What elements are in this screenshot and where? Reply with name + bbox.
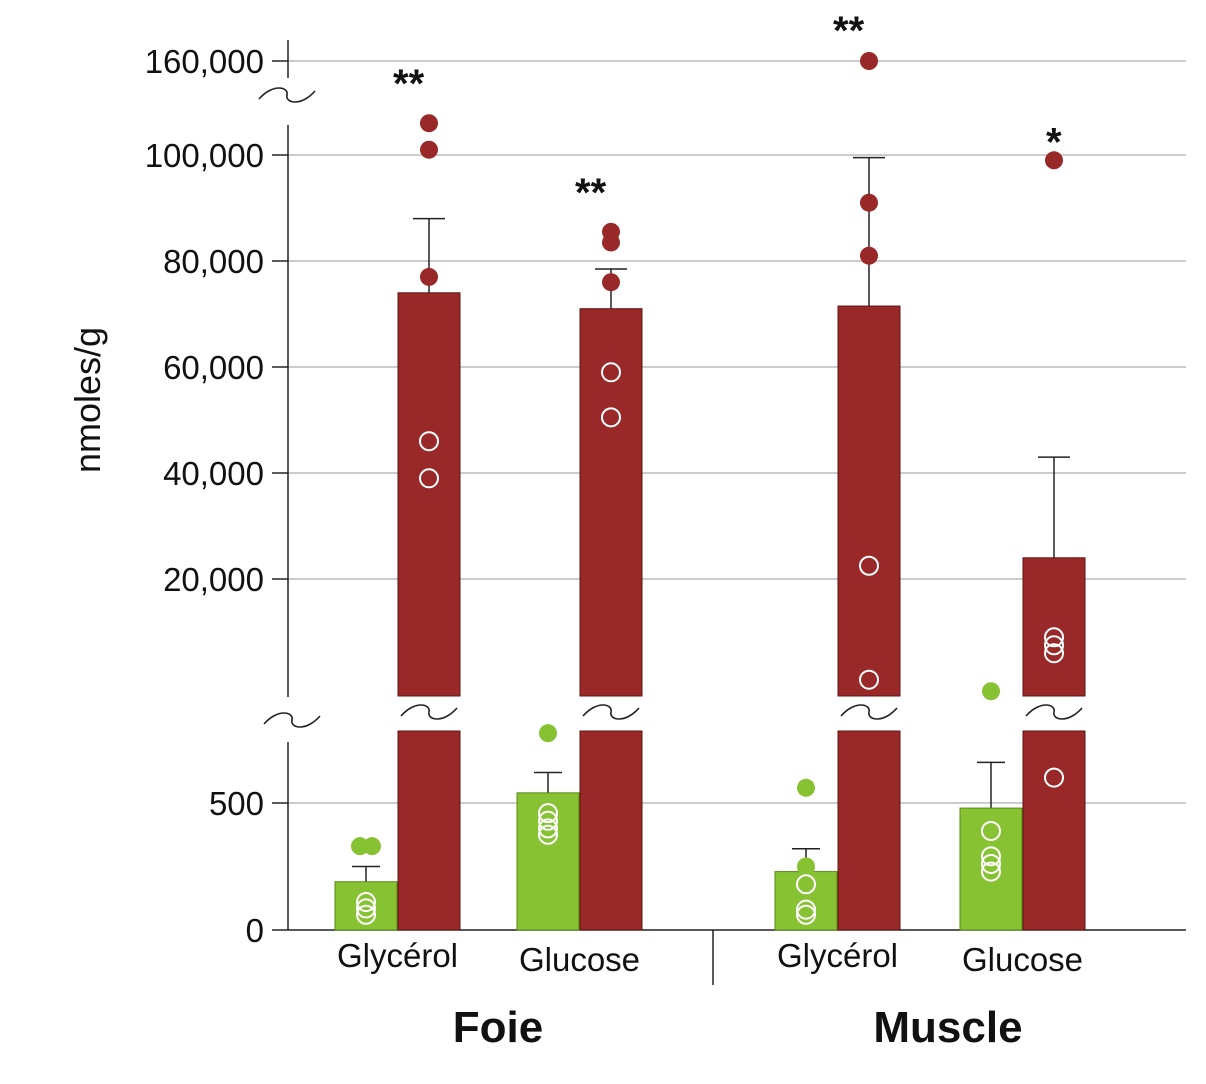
data-point-filled — [420, 267, 438, 286]
category-label: Glucose — [962, 941, 1083, 978]
data-point-open — [538, 810, 558, 831]
y-tick-label: 500 — [209, 785, 264, 822]
category-label: Glycérol — [777, 937, 898, 974]
data-point-open — [356, 904, 376, 925]
data-point-open — [1044, 767, 1064, 788]
bar-break-icon — [840, 704, 898, 720]
data-point-open — [356, 892, 376, 913]
y-tick-label: 100,000 — [145, 137, 264, 174]
bar-tissue-series-upper — [1022, 557, 1086, 697]
data-point-open — [981, 846, 1001, 867]
data-point-filled — [797, 778, 815, 797]
y-axis-label: nmoles/g — [67, 327, 108, 473]
category-label: Glycérol — [337, 937, 458, 974]
data-point-open — [538, 803, 558, 824]
data-point-filled — [420, 140, 438, 159]
bar-break-icon — [582, 704, 640, 720]
bar-glycerol-series — [516, 792, 580, 931]
group-label: Foie — [453, 1003, 543, 1052]
data-point-filled — [602, 233, 620, 252]
significance-marker: * — [1046, 120, 1062, 164]
bar-tissue-series-lower — [837, 730, 901, 931]
data-point-open — [419, 468, 439, 489]
y-tick-label: 160,000 — [145, 43, 264, 80]
data-point-open — [356, 898, 376, 919]
data-point-open — [601, 407, 621, 428]
category-label: Glucose — [519, 941, 640, 978]
bar-tissue-series-upper — [579, 308, 643, 697]
data-point-filled — [1045, 151, 1063, 170]
data-point-open — [796, 874, 816, 895]
data-point-open — [1044, 643, 1064, 664]
bar-break-icon — [1025, 704, 1083, 720]
y-tick-label: 0 — [246, 912, 264, 949]
data-point-filled — [539, 724, 557, 743]
group-label: Muscle — [873, 1003, 1022, 1052]
data-point-open — [859, 555, 879, 576]
data-point-open — [981, 853, 1001, 874]
y-tick-label: 80,000 — [163, 243, 264, 280]
y-tick-label: 20,000 — [163, 561, 264, 598]
data-point-filled — [860, 52, 878, 70]
data-point-open — [796, 904, 816, 925]
data-point-filled — [420, 114, 438, 133]
data-point-filled — [860, 246, 878, 265]
data-point-filled — [982, 682, 1000, 701]
data-point-filled — [602, 273, 620, 292]
data-point-open — [981, 820, 1001, 841]
data-point-filled — [860, 193, 878, 212]
data-point-open — [1044, 627, 1064, 648]
data-point-open — [601, 362, 621, 383]
significance-marker: ** — [833, 9, 865, 53]
y-tick-label: 60,000 — [163, 349, 264, 386]
y-tick-label: 40,000 — [163, 455, 264, 492]
bar-tissue-series-lower — [397, 730, 461, 931]
data-point-open — [538, 824, 558, 845]
significance-marker: ** — [575, 171, 607, 215]
bar-tissue-series-lower — [579, 730, 643, 931]
data-point-filled — [797, 857, 815, 876]
bar-tissue-series-upper — [837, 305, 901, 697]
data-point-open — [538, 818, 558, 839]
significance-marker: ** — [393, 62, 425, 106]
data-point-open — [981, 861, 1001, 882]
axis-break-icon — [263, 712, 321, 728]
data-point-filled — [363, 837, 381, 856]
data-point-open — [419, 431, 439, 452]
bar-tissue-series-lower — [1022, 730, 1086, 931]
data-point-open — [859, 669, 879, 690]
bar-glycerol-series — [959, 807, 1023, 931]
data-point-open — [1044, 635, 1064, 656]
data-point-open — [796, 899, 816, 920]
bar-tissue-series-upper — [397, 292, 461, 697]
bar-break-icon — [400, 704, 458, 720]
axis-break-icon — [258, 87, 316, 103]
